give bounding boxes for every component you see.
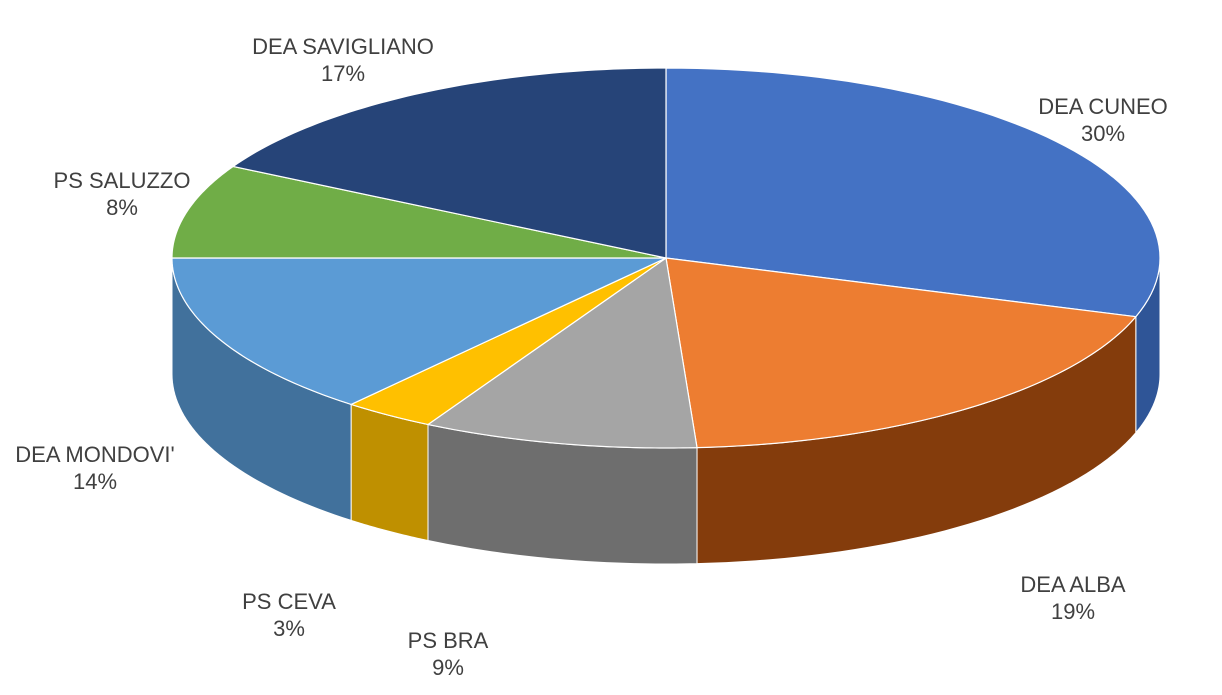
slice-label-dea-cuneo: DEA CUNEO xyxy=(1038,94,1168,119)
pie-sides xyxy=(171,257,1161,565)
pie-slice-dea-savigliano xyxy=(231,67,667,259)
pie-side-ps-ceva xyxy=(350,403,429,542)
pie-slice-dea-mondovi xyxy=(171,257,667,406)
pie-slice-dea-alba xyxy=(665,257,1138,449)
slice-label-dea-mondovi: DEA MONDOVI' xyxy=(15,442,174,467)
slice-label-ps-ceva: PS CEVA xyxy=(242,589,336,614)
slice-label-dea-savigliano: DEA SAVIGLIANO xyxy=(252,34,434,59)
pie-slice-ps-bra xyxy=(426,256,698,449)
pie-slice-ps-saluzzo xyxy=(171,165,667,259)
slice-percent-ps-bra: 9% xyxy=(432,655,464,680)
pie-slice-dea-cuneo xyxy=(665,67,1161,318)
slice-label-ps-bra: PS BRA xyxy=(408,628,489,653)
slice-percent-dea-alba: 19% xyxy=(1051,599,1095,624)
pie-slice-ps-ceva xyxy=(349,257,667,426)
slice-percent-dea-savigliano: 17% xyxy=(321,61,365,86)
slice-percent-dea-cuneo: 30% xyxy=(1081,121,1125,146)
slice-percent-dea-mondovi: 14% xyxy=(73,469,117,494)
slice-percent-ps-ceva: 3% xyxy=(273,616,305,641)
slice-label-dea-alba: DEA ALBA xyxy=(1020,572,1126,597)
pie-slices xyxy=(171,67,1161,449)
slice-percent-ps-saluzzo: 8% xyxy=(106,195,138,220)
slice-label-ps-saluzzo: PS SALUZZO xyxy=(54,168,191,193)
